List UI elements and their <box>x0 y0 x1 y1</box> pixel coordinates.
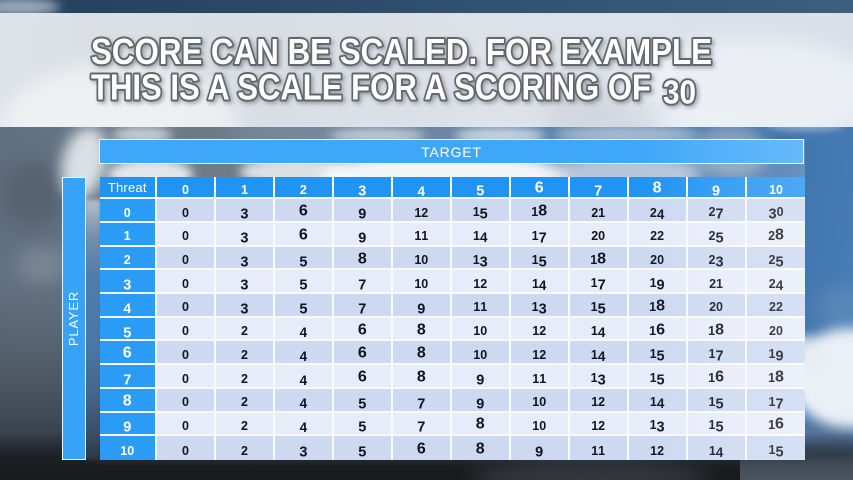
svg-text:SCORE CAN BE SCALED. FOR EXAMP: SCORE CAN BE SCALED. FOR EXAMPLE <box>91 31 712 72</box>
svg-text:THIS IS A SCALE FOR A SCORING: THIS IS A SCALE FOR A SCORING OF <box>91 67 651 108</box>
svg-text:30: 30 <box>663 74 696 111</box>
